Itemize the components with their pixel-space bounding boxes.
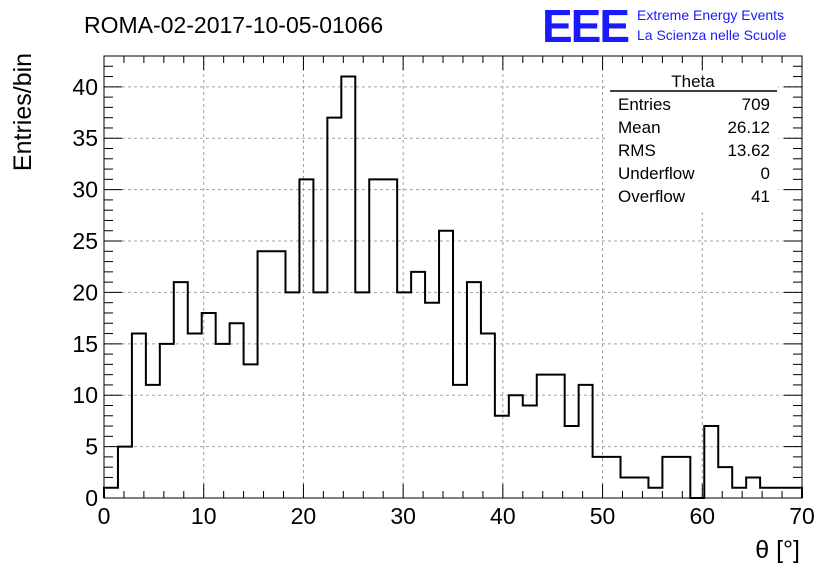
stats-row-value: 709 — [742, 95, 770, 114]
stats-row-label: Mean — [618, 118, 661, 137]
logo-line-1: Extreme Energy Events — [637, 7, 784, 23]
histogram-step-line — [103, 75, 803, 499]
eee-logo: EEE Extreme Energy Events La Scienza nel… — [542, 0, 787, 52]
x-tick-label: 10 — [191, 503, 217, 529]
x-tick-label: 0 — [98, 503, 111, 529]
x-tick-label: 70 — [789, 503, 815, 529]
stats-row-label: Entries — [618, 95, 671, 114]
chart-title: ROMA-02-2017-10-05-01066 — [84, 12, 383, 38]
stats-row-value: 41 — [751, 187, 770, 206]
x-tick-label: 30 — [390, 503, 416, 529]
stats-title: Theta — [671, 72, 715, 91]
x-tick-label: 40 — [490, 503, 516, 529]
x-tick-label: 50 — [590, 503, 616, 529]
stats-row-label: Overflow — [618, 187, 686, 206]
x-tick-label: 20 — [291, 503, 317, 529]
stats-row-label: Underflow — [618, 164, 695, 183]
y-tick-label: 15 — [72, 331, 98, 357]
y-tick-label: 0 — [85, 485, 98, 511]
y-tick-labels: 0 5 10 15 20 25 30 35 40 — [72, 74, 98, 511]
stats-box-background — [608, 76, 778, 210]
axis-ticks — [103, 55, 803, 499]
plot-frame — [103, 55, 803, 499]
y-tick-label: 40 — [72, 74, 98, 100]
x-axis-label: θ [°] — [755, 536, 800, 564]
y-tick-label: 20 — [72, 279, 98, 305]
y-tick-label: 10 — [72, 382, 98, 408]
stats-box: Theta Entries 709 Mean 26.12 RMS 13.62 Underfl… — [608, 72, 778, 210]
stats-row-label: RMS — [618, 141, 656, 160]
x-tick-labels: 0 10 20 30 40 50 60 70 — [98, 503, 815, 529]
stats-row-value: 13.62 — [727, 141, 770, 160]
y-tick-label: 35 — [72, 125, 98, 151]
y-tick-label: 30 — [72, 177, 98, 203]
y-tick-label: 5 — [85, 434, 98, 460]
stats-row-value: 0 — [761, 164, 770, 183]
stats-row-value: 26.12 — [727, 118, 770, 137]
logo-mark: EEE — [542, 0, 628, 52]
y-tick-label: 25 — [72, 228, 98, 254]
x-tick-label: 60 — [689, 503, 715, 529]
y-axis-label: Entries/bin — [9, 53, 37, 171]
logo-line-2: La Scienza nelle Scuole — [637, 27, 787, 43]
